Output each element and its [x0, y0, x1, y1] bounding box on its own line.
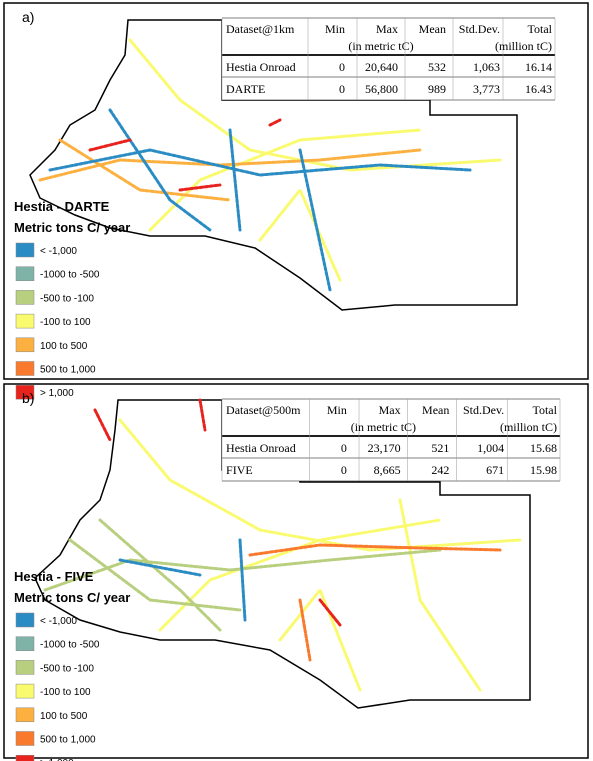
table-units: (million tC)	[500, 420, 557, 434]
legend-label: < -1,000	[40, 246, 77, 257]
table-cell: 15.68	[530, 441, 557, 455]
legend-swatch	[15, 731, 35, 746]
map-outline	[29, 19, 518, 311]
legend-swatch	[15, 707, 35, 723]
legend-label: -500 to -100	[40, 293, 94, 304]
panel-frame	[3, 383, 589, 759]
panel-label: a)	[22, 9, 34, 25]
legend-title: Hestia - FIVE	[14, 569, 94, 584]
road	[88, 118, 282, 192]
legend-swatch	[15, 660, 35, 675]
table-cell: 0	[341, 441, 347, 455]
table-cell: 0	[341, 463, 347, 477]
legend-swatch	[15, 384, 35, 400]
table-units: (in metric tC)	[348, 39, 413, 53]
road	[118, 418, 522, 692]
legend-swatch	[15, 313, 35, 329]
table-header: Max	[376, 22, 398, 36]
table-header: Mean	[419, 22, 446, 36]
legend-swatch	[15, 636, 35, 651]
table-cell: 3,773	[473, 82, 500, 96]
table-cell: 23,170	[368, 441, 401, 455]
table-cell: 16.43	[525, 82, 552, 96]
table-header: Mean	[422, 403, 449, 417]
table-cell: Hestia Onroad	[226, 60, 296, 74]
table-cell: 242	[431, 463, 449, 477]
table-cell: 1,063	[473, 60, 500, 74]
legend-swatch	[15, 242, 35, 258]
legend-swatch	[15, 754, 35, 761]
table-header: Std.Dev.	[459, 22, 500, 36]
table-header: Max	[379, 403, 401, 417]
legend-label: -1000 to -500	[40, 640, 100, 651]
table-cell: 0	[339, 60, 345, 74]
table-cell: 16.14	[525, 60, 552, 74]
table-cell: 8,665	[374, 463, 401, 477]
table-cell: 521	[431, 441, 449, 455]
legend-swatch	[15, 266, 35, 281]
table-header: Std.Dev.	[463, 403, 504, 417]
road	[93, 398, 342, 627]
road	[48, 108, 472, 292]
panel-label: b)	[22, 390, 34, 406]
table-bg	[222, 18, 555, 100]
table-bg	[222, 399, 560, 481]
legend-label: 100 to 500	[40, 341, 88, 352]
legend-label: -100 to 100	[40, 687, 91, 698]
table-cell: 20,640	[365, 60, 398, 74]
legend-subtitle: Metric tons C/ year	[14, 590, 130, 605]
table-cell: 532	[428, 60, 446, 74]
road	[43, 518, 442, 632]
legend-label: < -1,000	[40, 616, 77, 627]
legend-label: 500 to 1,000	[40, 735, 96, 746]
legend-label: > 1,000	[40, 388, 74, 399]
panel-frame	[3, 2, 589, 380]
table-units: (million tC)	[495, 39, 552, 53]
legend-label: > 1,000	[40, 758, 74, 761]
legend-swatch	[15, 612, 35, 628]
table-cell: 56,800	[365, 82, 398, 96]
table-header: Total	[528, 22, 553, 36]
legend-label: -500 to -100	[40, 663, 94, 674]
road	[118, 538, 247, 622]
legend-label: -100 to 100	[40, 317, 91, 328]
table-cell: 0	[339, 82, 345, 96]
table-cell: Hestia Onroad	[226, 441, 296, 455]
table-cell: 989	[428, 82, 446, 96]
table-cell: 15.98	[530, 463, 557, 477]
road	[248, 543, 502, 662]
table-cell: 1,004	[477, 441, 504, 455]
table-cell: 671	[486, 463, 504, 477]
table-cell: FIVE	[226, 463, 253, 477]
map	[34, 398, 531, 709]
legend-swatch	[15, 361, 35, 376]
legend-label: 500 to 1,000	[40, 365, 96, 376]
map	[29, 19, 518, 311]
legend-swatch	[15, 290, 35, 305]
legend-swatch	[15, 683, 35, 699]
table-header: Dataset@500m	[226, 403, 301, 417]
table-units: (in metric tC)	[351, 420, 416, 434]
table-header: Dataset@1km	[226, 22, 295, 36]
table-header: Min	[327, 403, 347, 417]
legend-label: 100 to 500	[40, 711, 88, 722]
legend-swatch	[15, 337, 35, 353]
legend-title: Hestia - DARTE	[14, 199, 110, 214]
legend-label: -1000 to -500	[40, 270, 100, 281]
table-header: Total	[532, 403, 557, 417]
legend-subtitle: Metric tons C/ year	[14, 220, 130, 235]
table-header: Min	[325, 22, 345, 36]
table-cell: DARTE	[226, 82, 265, 96]
